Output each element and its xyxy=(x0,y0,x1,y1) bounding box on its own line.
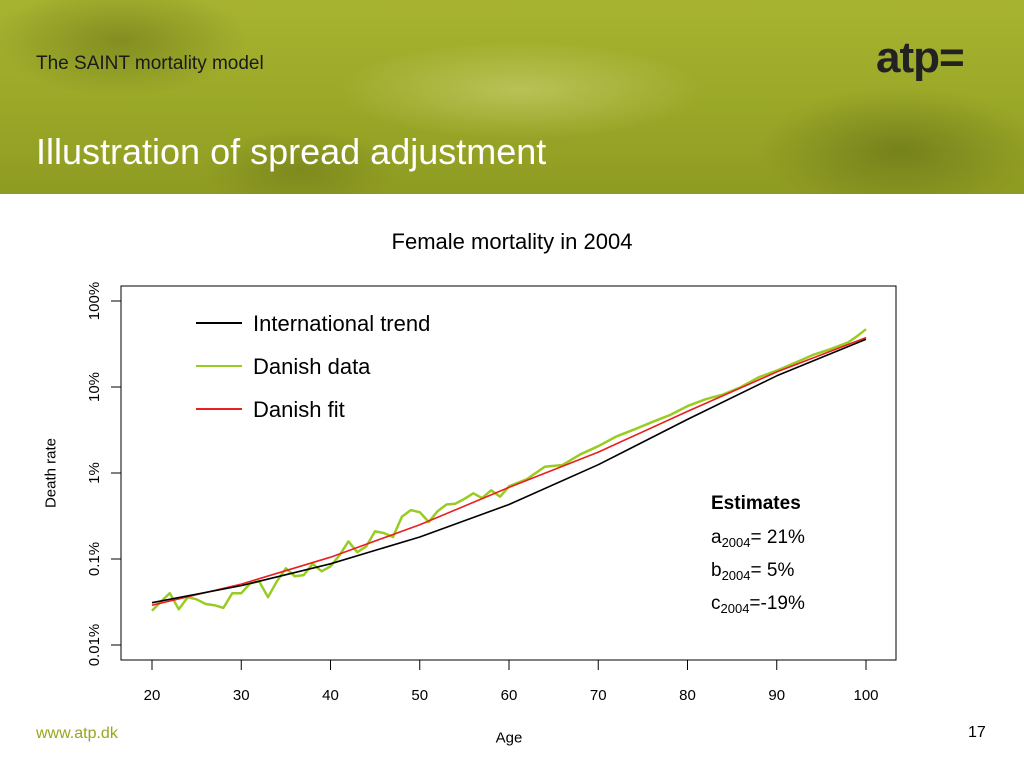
footer-link[interactable]: www.atp.dk xyxy=(36,725,118,742)
series-line-danish-data xyxy=(151,328,867,612)
header-banner: The SAINT mortality model atp= Illustrat… xyxy=(0,0,1024,194)
x-tick-label: 70 xyxy=(590,687,607,704)
x-tick-label: 30 xyxy=(233,687,250,704)
legend-entry: Danish fit xyxy=(253,397,345,422)
legend-entry: International trend xyxy=(253,311,430,336)
y-tick-label: 1% xyxy=(86,462,103,484)
x-tick-label: 80 xyxy=(679,687,696,704)
x-tick-label: 60 xyxy=(501,687,518,704)
series-line-international-trend xyxy=(151,338,867,604)
slide-title: Illustration of spread adjustment xyxy=(36,131,547,172)
x-tick-label: 90 xyxy=(768,687,785,704)
y-tick-label: 0.01% xyxy=(86,624,103,667)
estimate-line: c2004=-19% xyxy=(711,593,805,616)
y-tick-label: 10% xyxy=(86,372,103,402)
header-title: The SAINT mortality model xyxy=(36,53,264,74)
page-number: 17 xyxy=(968,724,986,741)
legend-entry: Danish data xyxy=(253,354,371,379)
x-axis-label: Age xyxy=(495,729,523,747)
x-tick-label: 20 xyxy=(144,687,161,704)
estimates-heading: Estimates xyxy=(711,493,801,514)
estimate-line: a2004= 21% xyxy=(711,527,805,550)
series-line-danish-fit xyxy=(151,336,867,606)
chart-title: Female mortality in 2004 xyxy=(391,229,633,254)
x-tick-label: 40 xyxy=(322,687,339,704)
atp-logo: atp= xyxy=(876,33,965,82)
y-tick-label: 0.1% xyxy=(86,542,103,576)
y-tick-label: 100% xyxy=(86,282,103,320)
x-tick-label: 50 xyxy=(411,687,428,704)
estimate-line: b2004= 5% xyxy=(711,560,794,583)
x-tick-label: 100 xyxy=(853,687,878,704)
